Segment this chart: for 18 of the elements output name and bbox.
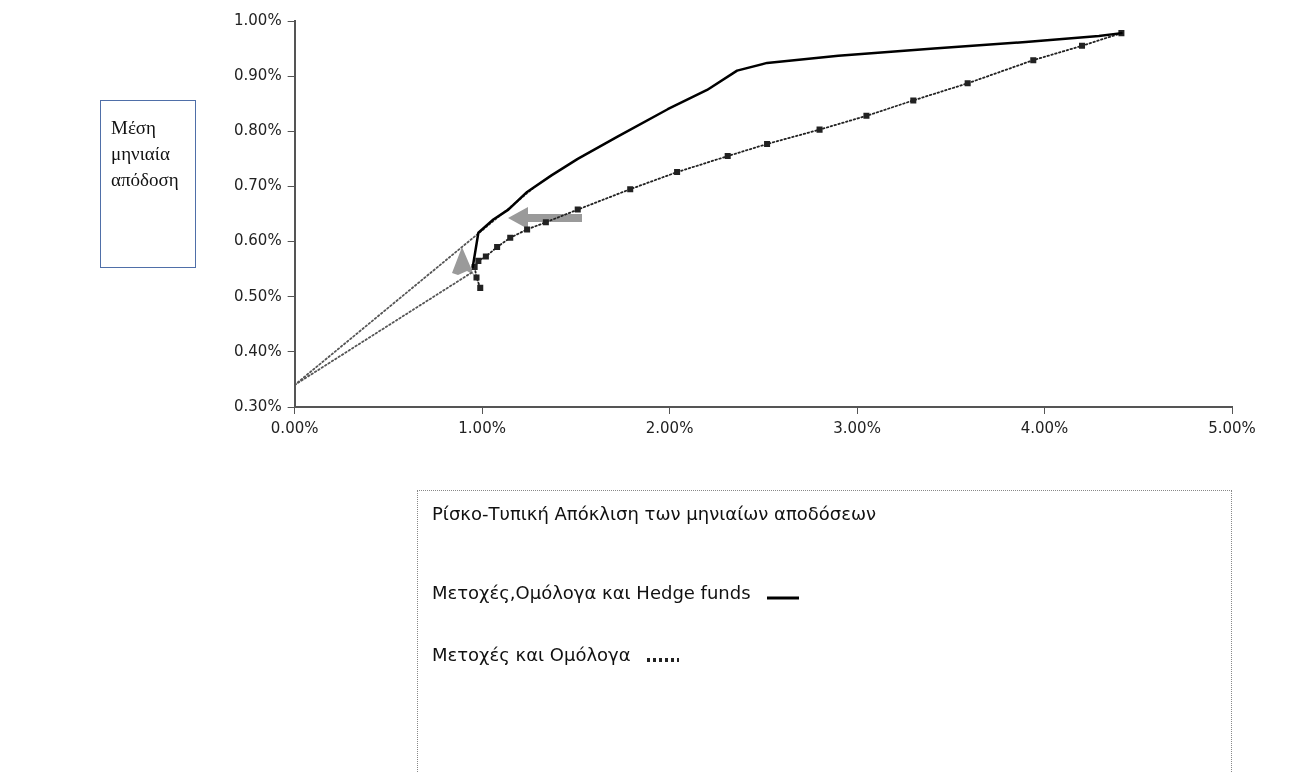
y-tick-label: 0.80% — [234, 121, 282, 140]
y-tick-label: 0.60% — [234, 231, 282, 250]
x-tick-label: 5.00% — [1208, 418, 1256, 437]
y-axis-title: Μέση μηνιαία απόδοση — [111, 117, 179, 190]
y-tick-label: 0.70% — [234, 176, 282, 195]
x-tick-label: 0.00% — [270, 418, 319, 437]
y-tick-label: 0.90% — [234, 66, 282, 85]
legend-label: Μετοχές,Ομόλογα και Hedge funds — [432, 581, 751, 603]
x-tick-label: 2.00% — [645, 418, 694, 437]
y-tick-label: 0.30% — [234, 396, 282, 415]
y-tick-label: 0.40% — [234, 341, 282, 360]
x-tick-label: 4.00% — [1020, 418, 1069, 437]
y-tick-label: 1.00% — [234, 10, 282, 29]
x-tick-label: 1.00% — [458, 418, 506, 437]
x-tick-label: 3.00% — [833, 418, 881, 437]
y-tick-label: 0.50% — [234, 286, 282, 305]
x-axis-title: Ρίσκο-Τυπική Απόκλιση των μηνιαίων αποδόσεων — [432, 503, 878, 526]
legend-label: Μετοχές και Ομόλογα — [432, 643, 631, 665]
